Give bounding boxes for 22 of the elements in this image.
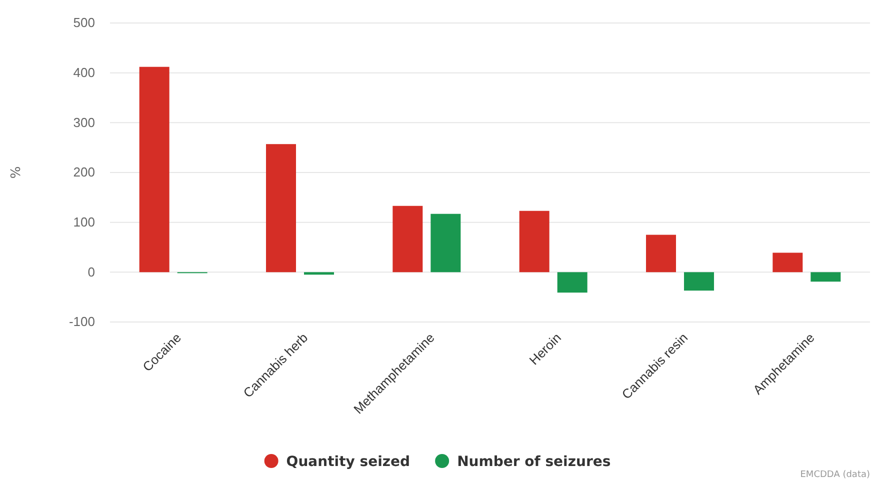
bar [139, 66, 170, 272]
bar [772, 252, 803, 272]
y-axis-title: % [9, 166, 24, 179]
y-tick-label: -100 [68, 314, 95, 330]
bar [392, 206, 423, 272]
bar [557, 272, 588, 293]
bar [266, 144, 296, 272]
bar [810, 272, 841, 282]
bar [304, 272, 334, 275]
text: EMCDDA (data) [800, 470, 870, 480]
y-tick-label: 300 [73, 114, 95, 130]
bar [684, 272, 714, 291]
legend-label: Quantity seized [286, 454, 410, 470]
y-tick-label: 100 [73, 214, 95, 230]
y-tick-label: 500 [73, 15, 95, 30]
bar [519, 210, 550, 272]
bar [430, 214, 461, 272]
y-tick-label: 400 [73, 64, 95, 80]
y-tick-label: 0 [88, 264, 95, 280]
legend-label: Number of seizures [457, 454, 611, 470]
y-tick-label: 200 [73, 164, 95, 180]
bar [646, 234, 676, 272]
